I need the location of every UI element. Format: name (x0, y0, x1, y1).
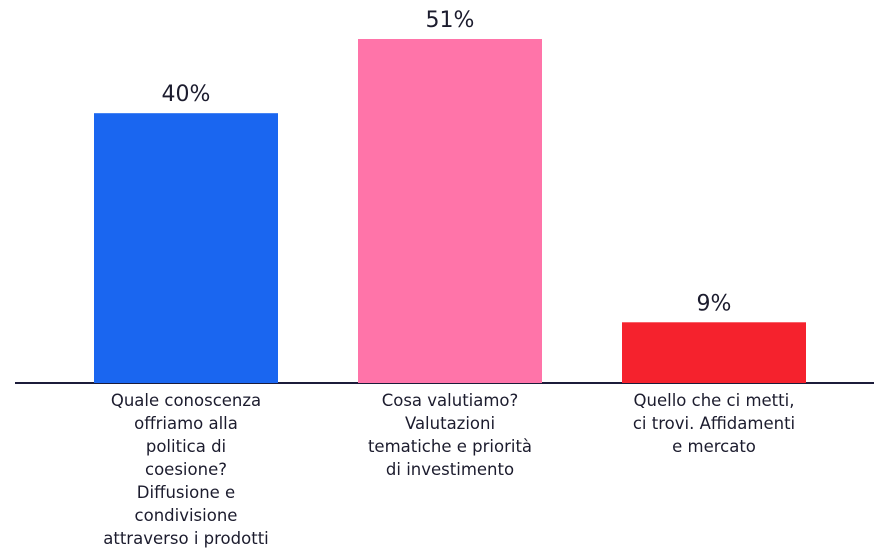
value-label: 51% (426, 8, 475, 33)
category-label: Cosa valutiamo? Valutazioni tematiche e … (367, 391, 533, 479)
category-label: Quale conoscenza offriamo alla politica … (103, 391, 269, 548)
value-label: 40% (162, 82, 211, 107)
bar (622, 322, 806, 383)
bar (94, 113, 278, 383)
category-label: Quello che ci metti, ci trovi. Affidamen… (632, 391, 796, 456)
value-label: 9% (697, 291, 732, 316)
bar (358, 39, 542, 383)
